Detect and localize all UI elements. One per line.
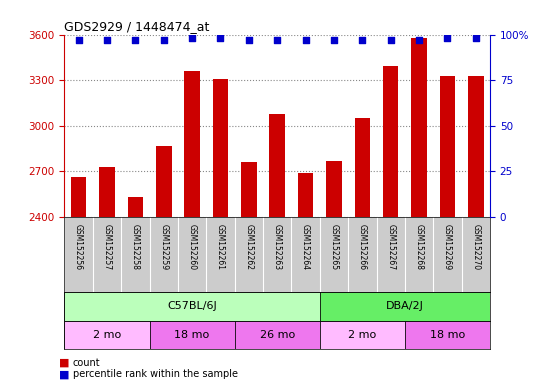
Bar (383, 66, 399, 384)
Bar (213, 79, 228, 384)
Point (131, 37, 140, 43)
Point (159, 37, 168, 43)
Bar (128, 197, 143, 384)
Text: GSM152267: GSM152267 (386, 224, 395, 271)
Point (244, 37, 253, 43)
Bar (326, 161, 342, 384)
Text: GSM152263: GSM152263 (273, 224, 282, 271)
Text: GSM152264: GSM152264 (301, 224, 310, 271)
Bar (99, 167, 115, 384)
Text: GSM152262: GSM152262 (244, 224, 253, 270)
Bar (241, 162, 256, 384)
Bar (184, 71, 200, 384)
Bar (298, 173, 314, 384)
Bar (440, 76, 455, 384)
Text: GSM152258: GSM152258 (131, 224, 140, 270)
Point (273, 37, 282, 43)
Bar (320, 321, 405, 349)
Point (74, 37, 83, 43)
Text: GSM152265: GSM152265 (329, 224, 338, 271)
Text: GSM152256: GSM152256 (74, 224, 83, 271)
Bar (405, 321, 490, 349)
Point (188, 35, 197, 41)
Text: 18 mo: 18 mo (430, 330, 465, 340)
Bar (156, 146, 171, 384)
Bar (354, 118, 370, 384)
Text: 26 mo: 26 mo (260, 330, 295, 340)
Bar (150, 321, 235, 349)
Bar (64, 321, 150, 349)
Point (472, 35, 480, 41)
Point (102, 37, 111, 43)
Text: GSM152266: GSM152266 (358, 224, 367, 271)
Bar (71, 177, 86, 384)
Text: GDS2929 / 1448474_at: GDS2929 / 1448474_at (64, 20, 210, 33)
Text: GSM152259: GSM152259 (159, 224, 168, 271)
Point (329, 37, 338, 43)
Point (386, 37, 395, 43)
Point (414, 37, 423, 43)
Text: 2 mo: 2 mo (93, 330, 121, 340)
Point (216, 35, 225, 41)
Bar (235, 321, 320, 349)
Point (301, 37, 310, 43)
Text: count: count (73, 358, 100, 368)
Point (443, 35, 452, 41)
Text: ■: ■ (59, 369, 69, 379)
Text: GSM152268: GSM152268 (414, 224, 423, 270)
Text: GSM152269: GSM152269 (443, 224, 452, 271)
Text: 18 mo: 18 mo (175, 330, 209, 340)
Text: C57BL/6J: C57BL/6J (167, 301, 217, 311)
Bar (468, 76, 484, 384)
Text: GSM152257: GSM152257 (102, 224, 111, 271)
Bar (64, 292, 320, 321)
Text: percentile rank within the sample: percentile rank within the sample (73, 369, 238, 379)
Text: GSM152260: GSM152260 (188, 224, 197, 271)
Bar (320, 292, 490, 321)
Text: DBA/2J: DBA/2J (386, 301, 424, 311)
Point (358, 37, 367, 43)
Bar (269, 114, 285, 384)
Text: ■: ■ (59, 358, 69, 368)
Text: GSM152261: GSM152261 (216, 224, 225, 270)
Text: GSM152270: GSM152270 (472, 224, 480, 271)
Bar (411, 38, 427, 384)
Text: 2 mo: 2 mo (348, 330, 376, 340)
